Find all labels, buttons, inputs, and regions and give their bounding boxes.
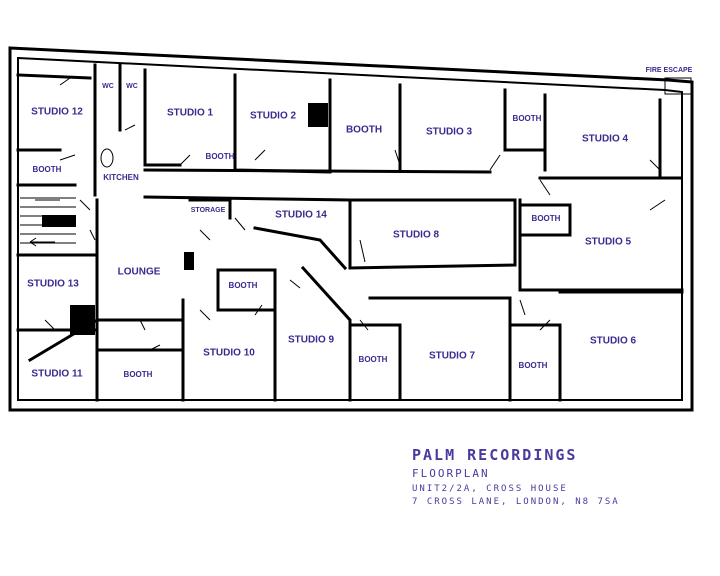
room-label: BOOTH — [124, 370, 153, 379]
room-label: WC — [102, 83, 114, 90]
room-label: BOOTH — [33, 165, 62, 174]
room-label: STUDIO 5 — [585, 237, 632, 248]
room-label: BOOTH — [519, 361, 548, 370]
room-label: STUDIO 6 — [590, 336, 637, 347]
walls — [8, 46, 694, 412]
room-label: STUDIO 13 — [27, 279, 79, 290]
room-label: STORAGE — [191, 207, 226, 214]
title-block: PALM RECORDINGS FLOORPLAN UNIT2/2A, CROS… — [412, 446, 620, 507]
room-label: KITCHEN — [103, 173, 139, 182]
room-label: STUDIO 14 — [275, 210, 327, 221]
room-label: BOOTH — [359, 355, 388, 364]
room-label: STUDIO 7 — [429, 351, 476, 362]
room-label: STUDIO 3 — [426, 127, 473, 138]
room-label: STUDIO 10 — [203, 348, 255, 359]
room-label: STUDIO 8 — [393, 230, 440, 241]
room-label: STUDIO 12 — [31, 107, 83, 118]
room-label: STUDIO 4 — [582, 134, 629, 145]
room-label: LOUNGE — [118, 267, 161, 278]
room-label: FIRE ESCAPE — [646, 67, 693, 74]
room-label: BOOTH — [229, 281, 258, 290]
room-label: STUDIO 9 — [288, 335, 335, 346]
address: 7 CROSS LANE, LONDON, N8 7SA — [412, 497, 620, 507]
title: PALM RECORDINGS — [412, 446, 577, 464]
room-label: STUDIO 2 — [250, 111, 297, 122]
room-label: BOOTH — [513, 114, 542, 123]
room-label: BOOTH — [532, 214, 561, 223]
subtitle: FLOORPLAN — [412, 467, 490, 480]
room-label: BOOTH — [346, 125, 382, 136]
room-label: STUDIO 1 — [167, 108, 214, 119]
room-label: STUDIO 11 — [31, 369, 83, 380]
room-labels: STUDIO 12 WC WC STUDIO 1 STUDIO 2 BOOTH BOOTH S… — [27, 67, 693, 380]
room-label: BOOTH — [206, 152, 235, 161]
address: UNIT2/2A, CROSS HOUSE — [412, 484, 568, 494]
room-label: WC — [126, 83, 138, 90]
